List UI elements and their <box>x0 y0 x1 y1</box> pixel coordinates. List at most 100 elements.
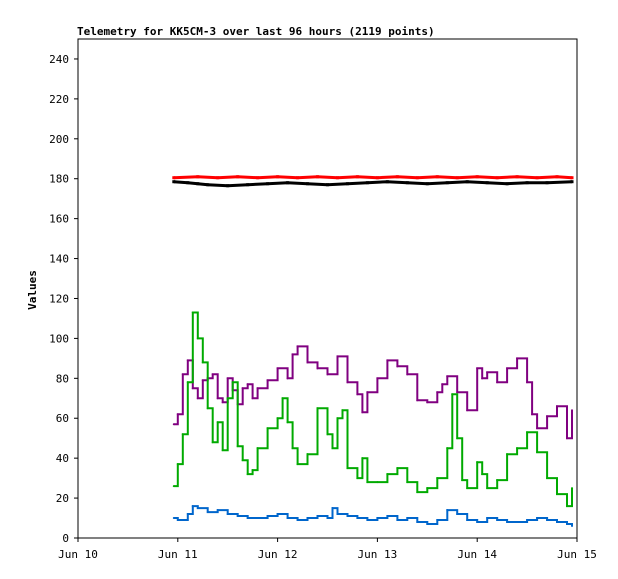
data-point <box>356 393 359 396</box>
data-point <box>191 505 194 508</box>
data-point <box>286 377 289 380</box>
data-point <box>386 473 389 476</box>
data-point <box>246 473 249 476</box>
y-tick-label: 200 <box>49 133 69 146</box>
data-point <box>486 517 489 520</box>
series-layer <box>172 175 574 528</box>
data-point <box>526 519 529 522</box>
data-point <box>446 447 449 450</box>
y-tick-label: 180 <box>49 173 69 186</box>
data-point <box>446 509 449 512</box>
data-point <box>216 176 220 180</box>
data-point <box>426 523 429 526</box>
data-point <box>246 383 249 386</box>
data-point <box>196 175 200 179</box>
data-point <box>375 176 379 180</box>
data-point <box>465 180 469 184</box>
data-point <box>356 517 359 520</box>
data-point <box>286 421 289 424</box>
data-point <box>196 337 199 340</box>
data-point <box>241 387 244 390</box>
data-point <box>366 391 369 394</box>
data-point <box>515 175 519 179</box>
data-point <box>186 513 189 516</box>
data-point <box>386 359 389 362</box>
data-point <box>505 182 509 186</box>
data-point <box>172 176 176 180</box>
data-point <box>226 184 230 188</box>
data-point <box>181 373 184 376</box>
data-point <box>296 519 299 522</box>
y-tick-label: 220 <box>49 93 69 106</box>
data-point <box>486 371 489 374</box>
data-point <box>486 487 489 490</box>
data-point <box>176 463 179 466</box>
data-point <box>546 477 549 480</box>
data-point <box>176 413 179 416</box>
data-point <box>346 381 349 384</box>
data-point <box>396 519 399 522</box>
data-point <box>476 367 479 370</box>
data-point <box>306 361 309 364</box>
data-point <box>336 513 339 516</box>
data-point <box>266 182 270 186</box>
data-point <box>176 519 179 522</box>
data-point <box>536 451 539 454</box>
data-point <box>341 409 344 412</box>
data-point <box>226 377 229 380</box>
data-point <box>246 183 250 187</box>
data-point <box>226 397 229 400</box>
x-tick-label: Jun 15 <box>557 548 597 561</box>
series-4 <box>172 505 574 528</box>
data-point <box>416 491 419 494</box>
data-point <box>196 507 199 510</box>
data-point <box>241 459 244 462</box>
series-band <box>173 180 573 188</box>
data-point <box>365 181 369 185</box>
data-point <box>436 477 439 480</box>
data-point <box>316 407 319 410</box>
data-point <box>525 181 529 185</box>
data-point <box>395 175 399 179</box>
data-point <box>306 517 309 520</box>
data-point <box>415 176 419 180</box>
y-tick-label: 240 <box>49 53 69 66</box>
data-point <box>206 407 209 410</box>
data-point <box>426 487 429 490</box>
data-point <box>366 481 369 484</box>
data-point <box>485 181 489 185</box>
data-point <box>211 373 214 376</box>
series-line <box>173 505 573 526</box>
data-point <box>536 517 539 520</box>
data-point <box>546 415 549 418</box>
data-point <box>496 381 499 384</box>
data-point <box>256 387 259 390</box>
data-point <box>346 515 349 518</box>
data-point <box>386 515 389 518</box>
data-point <box>466 409 469 412</box>
data-point <box>281 397 284 400</box>
data-point <box>481 473 484 476</box>
data-point <box>441 383 444 386</box>
data-point <box>445 181 449 185</box>
y-tick-label: 0 <box>62 532 69 545</box>
data-point <box>256 176 260 180</box>
data-point <box>345 182 349 186</box>
data-point <box>236 515 239 518</box>
data-point <box>405 181 409 185</box>
data-point <box>416 399 419 402</box>
data-point <box>376 377 379 380</box>
data-point <box>291 353 294 356</box>
data-point <box>172 180 176 184</box>
data-point <box>406 481 409 484</box>
data-point <box>385 180 389 184</box>
data-point <box>545 181 549 185</box>
data-point <box>571 525 574 528</box>
data-point <box>555 175 559 179</box>
data-point <box>231 381 234 384</box>
data-point <box>516 521 519 524</box>
x-tick-label: Jun 10 <box>58 548 98 561</box>
y-tick-label: 60 <box>56 412 69 425</box>
data-point <box>335 176 339 180</box>
data-point <box>316 515 319 518</box>
